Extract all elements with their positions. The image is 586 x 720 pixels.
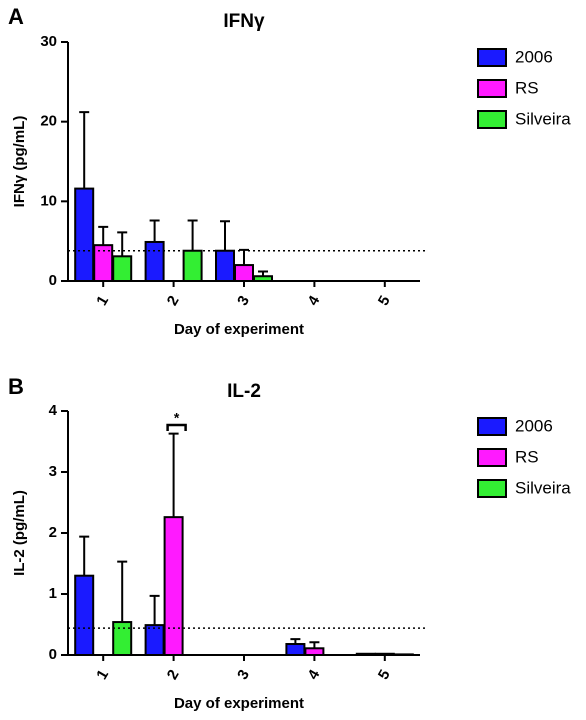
bar xyxy=(144,624,165,656)
x-tick-label: 5 xyxy=(375,667,394,683)
y-tick-label: 10 xyxy=(40,192,57,209)
y-tick-label: 30 xyxy=(40,33,57,50)
legend-swatch xyxy=(477,417,507,436)
legend-label: 2006 xyxy=(515,47,553,66)
bar xyxy=(163,516,184,657)
bar xyxy=(112,621,133,656)
significance-label: * xyxy=(174,410,180,426)
legend-label: Silveira xyxy=(515,109,571,128)
y-tick-label: 0 xyxy=(49,272,57,289)
x-tick-label: 3 xyxy=(234,667,253,683)
error-bar xyxy=(79,111,90,189)
legend-label: Silveira xyxy=(515,478,571,497)
bar xyxy=(215,249,235,283)
legend-label: RS xyxy=(515,78,539,97)
x-tick-label: 5 xyxy=(375,293,394,309)
y-tick-label: 3 xyxy=(49,463,57,480)
x-tick-label: 1 xyxy=(93,293,112,309)
x-tick-label: 2 xyxy=(164,293,183,309)
error-bar xyxy=(309,641,320,649)
legend-label: 2006 xyxy=(515,416,553,435)
x-tick-label: 1 xyxy=(93,667,112,683)
y-tick-label: 0 xyxy=(49,646,57,663)
bar xyxy=(144,240,165,282)
panel-letter: A xyxy=(8,4,24,29)
legend-swatch xyxy=(477,48,507,67)
x-axis-label: Day of experiment xyxy=(174,321,304,338)
error-bar xyxy=(239,248,249,266)
y-tick-label: 2 xyxy=(49,524,57,541)
chart-title: IFNγ xyxy=(223,11,265,32)
bar xyxy=(74,187,95,282)
error-bar xyxy=(117,560,128,623)
y-tick-label: 1 xyxy=(49,585,57,602)
legend-swatch xyxy=(477,110,507,129)
panel-letter: B xyxy=(8,374,24,399)
legend-swatch xyxy=(477,479,507,498)
y-axis-label: IFNγ (pg/mL) xyxy=(11,116,28,208)
bar xyxy=(234,264,254,283)
error-bar xyxy=(79,535,90,576)
x-tick-label: 4 xyxy=(304,292,323,308)
legend-swatch xyxy=(477,79,507,98)
x-tick-label: 2 xyxy=(164,667,183,683)
y-tick-label: 4 xyxy=(49,402,58,419)
error-bar xyxy=(98,225,109,246)
bar xyxy=(304,647,325,656)
y-axis-label: IL-2 (pg/mL) xyxy=(11,490,28,576)
legend-swatch xyxy=(477,448,507,467)
error-bar xyxy=(149,594,160,626)
chart-title: IL-2 xyxy=(227,381,261,402)
significance-bracket xyxy=(166,423,187,431)
error-bar xyxy=(187,219,198,251)
bar xyxy=(112,255,133,283)
bar xyxy=(182,249,203,283)
error-bar xyxy=(117,231,128,257)
error-bar xyxy=(220,220,230,251)
x-tick-label: 3 xyxy=(234,293,253,309)
bar xyxy=(285,643,306,657)
error-bar xyxy=(149,219,160,242)
bar xyxy=(74,574,95,657)
error-bar xyxy=(168,432,179,518)
y-tick-label: 20 xyxy=(40,113,57,130)
x-tick-label: 4 xyxy=(304,666,323,682)
legend-label: RS xyxy=(515,447,539,466)
x-axis-label: Day of experiment xyxy=(174,695,304,712)
